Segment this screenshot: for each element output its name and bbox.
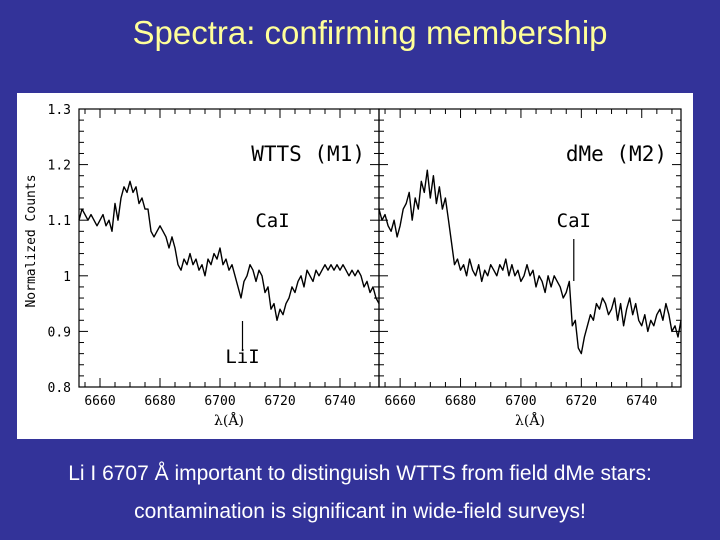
panel-2-x-axis-label: λ(Å) [515, 411, 545, 429]
panel-2-x-tick-label: 6700 [505, 394, 536, 409]
panel-2-x-tick-label: 6660 [384, 394, 415, 409]
panel-1-y-tick-label: 1.3 [48, 103, 71, 118]
panel-1-x-axis-label: λ(Å) [214, 411, 244, 429]
panel-1-y-tick-label: 1.1 [48, 214, 71, 229]
panel-1-x-tick-label: 6680 [144, 394, 175, 409]
panel-1-x-tick-label: 6720 [264, 394, 295, 409]
panel-1-y-tick-label: 1 [63, 270, 71, 285]
panel-2-x-tick-label: 6680 [445, 394, 476, 409]
panel-1-annotation-lii: LiI [225, 346, 259, 368]
panel-1-y-tick-label: 0.8 [48, 381, 71, 396]
panel-1-y-tick-label: 1.2 [48, 159, 71, 174]
panel-1-series-label: WTTS (M1) [251, 142, 365, 166]
panel-2-annotation-cai: CaI [557, 210, 591, 232]
panel-1-y-tick-label: 0.9 [48, 325, 71, 340]
panel-1-x-tick-label: 6740 [324, 394, 355, 409]
caption-line-1: Li I 6707 Å important to distinguish WTT… [68, 462, 652, 485]
panel-2-x-tick-label: 6720 [566, 394, 597, 409]
spectra-chart: Normalized Counts 6660 6680 6700 6720 6740 0.… [24, 103, 682, 429]
panel-2-spectrum-line [378, 169, 682, 355]
panel-2-x-tick-label: 6740 [626, 394, 657, 409]
panel-1-spectrum-line [78, 180, 380, 322]
panel-1-x-tick-label: 6700 [204, 394, 235, 409]
panel-2-frame [378, 108, 682, 388]
spectra-figure: Normalized Counts 6660 6680 6700 6720 6740 0.… [17, 93, 693, 439]
caption-line-2: contamination is significant in wide-fie… [134, 500, 586, 523]
y-axis-label: Normalized Counts [24, 174, 39, 307]
slide-title: Spectra: confirming membership [132, 14, 608, 51]
panel-1-x-tick-label: 6660 [84, 394, 115, 409]
panel-2-series-label: dMe (M2) [566, 142, 667, 166]
panel-1-annotation-cai: CaI [255, 210, 289, 232]
